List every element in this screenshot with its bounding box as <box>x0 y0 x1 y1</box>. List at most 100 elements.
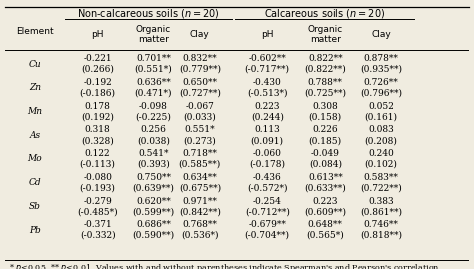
Text: -0.430: -0.430 <box>253 78 282 87</box>
Text: 0.636**: 0.636** <box>136 78 171 87</box>
Text: Organic
matter: Organic matter <box>136 25 171 44</box>
Text: 0.308: 0.308 <box>312 102 338 111</box>
Text: (0.266): (0.266) <box>81 65 114 74</box>
Text: 0.613**: 0.613** <box>308 173 343 182</box>
Text: (0.609**): (0.609**) <box>304 207 346 216</box>
Text: 0.223: 0.223 <box>255 102 280 111</box>
Text: 0.113: 0.113 <box>255 125 280 134</box>
Text: (0.038): (0.038) <box>137 136 170 145</box>
Text: 0.971**: 0.971** <box>182 197 217 206</box>
Text: (-0.178): (-0.178) <box>249 160 285 169</box>
Text: (0.551*): (0.551*) <box>135 65 172 74</box>
Text: (0.822**): (0.822**) <box>304 65 346 74</box>
Text: -0.679**: -0.679** <box>248 220 286 229</box>
Text: Clay: Clay <box>371 30 391 39</box>
Text: (0.084): (0.084) <box>309 160 342 169</box>
Text: (0.192): (0.192) <box>81 112 114 121</box>
Text: -0.602**: -0.602** <box>248 54 286 63</box>
Text: Clay: Clay <box>190 30 210 39</box>
Text: (0.675**): (0.675**) <box>179 183 221 193</box>
Text: (0.633**): (0.633**) <box>304 183 346 193</box>
Text: 0.788**: 0.788** <box>308 78 343 87</box>
Text: Organic
matter: Organic matter <box>308 25 343 44</box>
Text: 0.240: 0.240 <box>368 149 394 158</box>
Text: Cd: Cd <box>28 178 41 187</box>
Text: (-0.704**): (-0.704**) <box>245 231 290 240</box>
Text: 0.701**: 0.701** <box>136 54 171 63</box>
Text: (0.722**): (0.722**) <box>360 183 402 193</box>
Text: 0.178: 0.178 <box>85 102 110 111</box>
Text: (-0.717**): (-0.717**) <box>245 65 290 74</box>
Text: 0.583**: 0.583** <box>364 173 399 182</box>
Text: (0.639**): (0.639**) <box>132 183 174 193</box>
Text: (0.471*): (0.471*) <box>135 89 172 98</box>
Text: 0.878**: 0.878** <box>364 54 399 63</box>
Text: (-0.113): (-0.113) <box>80 160 116 169</box>
Text: 0.718**: 0.718** <box>182 149 217 158</box>
Text: (0.842**): (0.842**) <box>179 207 221 216</box>
Text: (0.599**): (0.599**) <box>132 207 174 216</box>
Text: (-0.225): (-0.225) <box>136 112 171 121</box>
Text: Cu: Cu <box>28 59 41 69</box>
Text: -0.221: -0.221 <box>83 54 112 63</box>
Text: As: As <box>29 131 40 140</box>
Text: Calcareous soils ($n$ = 20): Calcareous soils ($n$ = 20) <box>264 7 385 20</box>
Text: (0.393): (0.393) <box>137 160 170 169</box>
Text: -0.436: -0.436 <box>253 173 282 182</box>
Text: (0.565*): (0.565*) <box>306 231 344 240</box>
Text: 0.551*: 0.551* <box>184 125 215 134</box>
Text: (0.725**): (0.725**) <box>304 89 346 98</box>
Text: 0.822**: 0.822** <box>308 54 343 63</box>
Text: 0.750**: 0.750** <box>136 173 171 182</box>
Text: (-0.485*): (-0.485*) <box>77 207 118 216</box>
Text: (0.590**): (0.590**) <box>132 231 174 240</box>
Text: (-0.193): (-0.193) <box>80 183 116 193</box>
Text: (0.161): (0.161) <box>365 112 398 121</box>
Text: (-0.712**): (-0.712**) <box>245 207 290 216</box>
Text: 0.541*: 0.541* <box>138 149 169 158</box>
Text: -0.192: -0.192 <box>83 78 112 87</box>
Text: (0.585**): (0.585**) <box>179 160 221 169</box>
Text: Sb: Sb <box>29 202 41 211</box>
Text: -0.067: -0.067 <box>185 102 214 111</box>
Text: (0.091): (0.091) <box>251 136 284 145</box>
Text: 0.634**: 0.634** <box>182 173 217 182</box>
Text: -0.080: -0.080 <box>83 173 112 182</box>
Text: (-0.572*): (-0.572*) <box>247 183 287 193</box>
Text: 0.726**: 0.726** <box>364 78 398 87</box>
Text: 0.083: 0.083 <box>368 125 394 134</box>
Text: (0.727**): (0.727**) <box>179 89 221 98</box>
Text: -0.060: -0.060 <box>253 149 282 158</box>
Text: -0.371: -0.371 <box>83 220 112 229</box>
Text: * $p$<0.05, ** $p$<0.01. Values with and without parentheses indicate Spearman's: * $p$<0.05, ** $p$<0.01. Values with and… <box>9 261 440 269</box>
Text: Mo: Mo <box>27 154 42 164</box>
Text: -0.254: -0.254 <box>253 197 282 206</box>
Text: 0.226: 0.226 <box>312 125 338 134</box>
Text: 0.620**: 0.620** <box>136 197 171 206</box>
Text: pH: pH <box>91 30 104 39</box>
Text: (0.935**): (0.935**) <box>360 65 402 74</box>
Text: 0.746**: 0.746** <box>364 220 399 229</box>
Text: (-0.332): (-0.332) <box>80 231 116 240</box>
Text: (-0.513*): (-0.513*) <box>247 89 287 98</box>
Text: (0.861**): (0.861**) <box>360 207 402 216</box>
Text: Element: Element <box>16 27 54 36</box>
Text: (0.536*): (0.536*) <box>181 231 219 240</box>
Text: -0.279: -0.279 <box>83 197 112 206</box>
Text: -0.098: -0.098 <box>139 102 168 111</box>
Text: 0.650**: 0.650** <box>182 78 218 87</box>
Text: 0.648**: 0.648** <box>308 220 343 229</box>
Text: Zn: Zn <box>29 83 41 92</box>
Text: -0.049: -0.049 <box>311 149 340 158</box>
Text: 0.223: 0.223 <box>312 197 338 206</box>
Text: (0.158): (0.158) <box>309 112 342 121</box>
Text: (-0.186): (-0.186) <box>80 89 116 98</box>
Text: (0.273): (0.273) <box>183 136 216 145</box>
Text: 0.122: 0.122 <box>85 149 110 158</box>
Text: 0.832**: 0.832** <box>182 54 217 63</box>
Text: 0.052: 0.052 <box>368 102 394 111</box>
Text: (0.185): (0.185) <box>309 136 342 145</box>
Text: (0.102): (0.102) <box>365 160 397 169</box>
Text: (0.208): (0.208) <box>365 136 397 145</box>
Text: Non-calcareous soils ($n$ = 20): Non-calcareous soils ($n$ = 20) <box>77 7 220 20</box>
